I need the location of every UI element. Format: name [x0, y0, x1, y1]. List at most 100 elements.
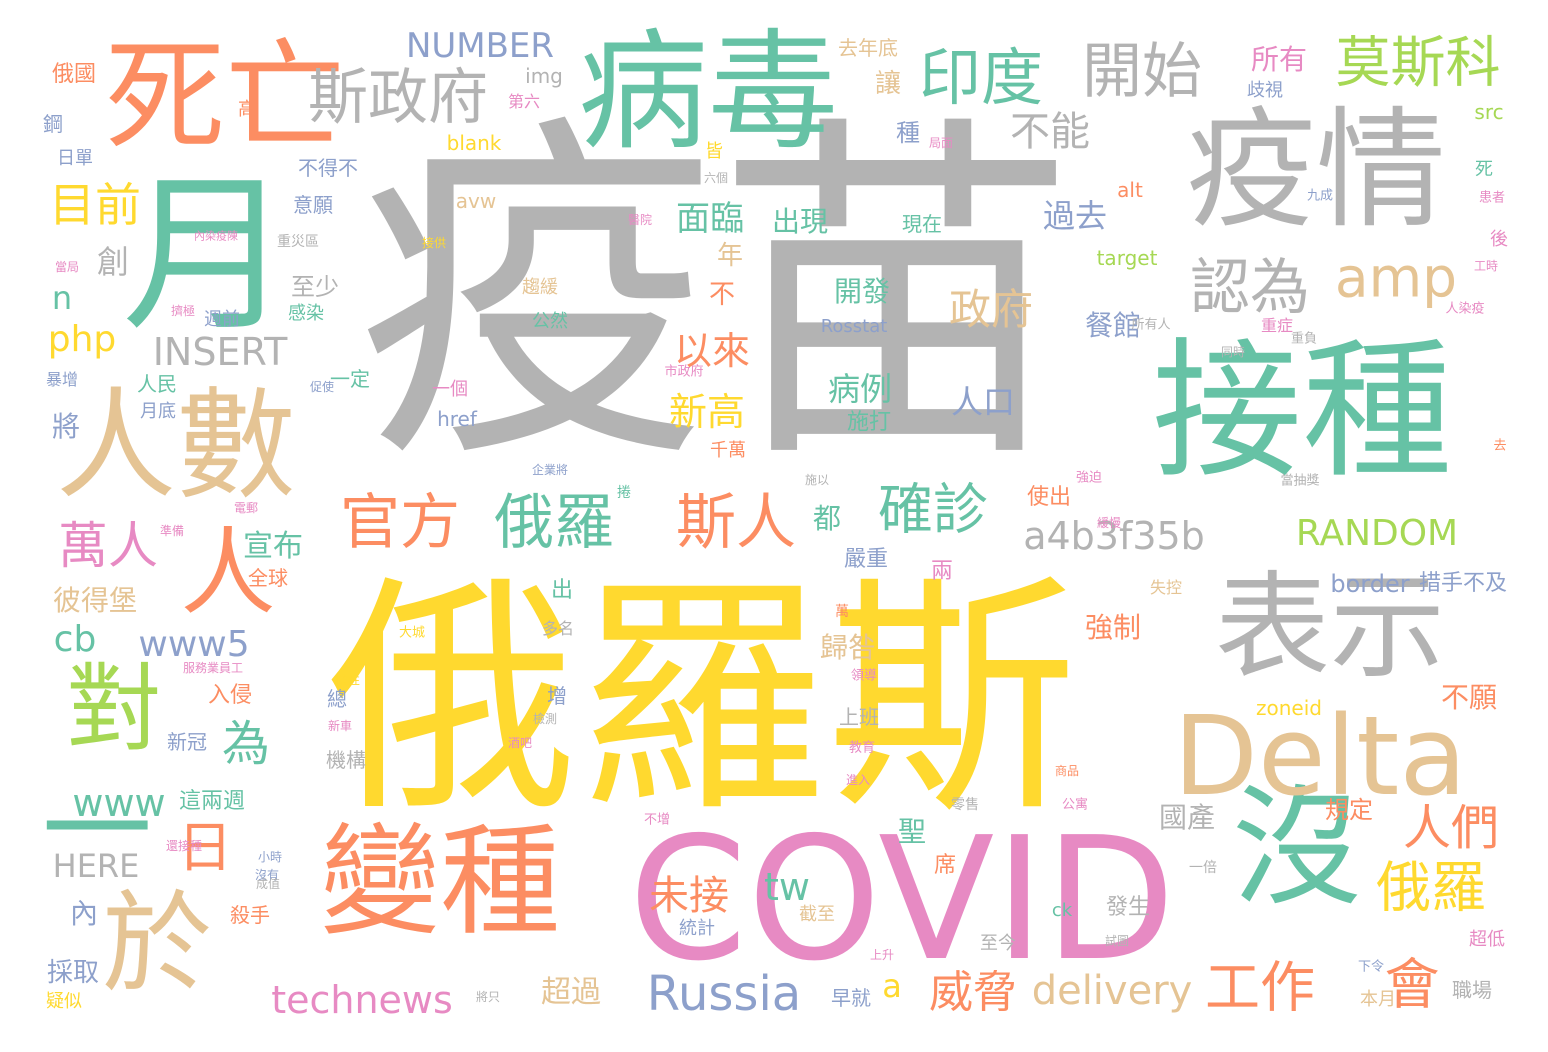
word-156: 下令	[1357, 959, 1385, 975]
word-188: 檢測	[532, 712, 558, 726]
word-68: 國產	[1158, 801, 1216, 834]
word-14: 於	[102, 880, 212, 1008]
word-8: 死亡	[105, 28, 345, 167]
word-185: 捲	[617, 485, 631, 501]
word-98: 席	[933, 853, 957, 878]
word-2: 俄羅斯	[327, 554, 1077, 845]
word-52: cb	[53, 619, 97, 660]
word-27: 確診	[877, 477, 989, 542]
word-6: 月	[121, 157, 293, 355]
word-109: 一定	[330, 367, 370, 391]
word-55: 新高	[668, 390, 746, 434]
word-65: a	[882, 967, 902, 1005]
word-166: 患者	[1478, 190, 1506, 206]
word-79: 不願	[1440, 681, 1498, 714]
word-97: 統計	[679, 918, 715, 939]
word-171: 六個	[703, 171, 729, 185]
word-15: 對	[66, 654, 162, 765]
word-75: border	[1330, 570, 1410, 598]
word-44: technews	[271, 978, 453, 1022]
word-7: 病毒	[577, 16, 839, 168]
word-126: img	[525, 64, 563, 88]
word-122: 日單	[57, 148, 93, 169]
word-158: 去	[1493, 438, 1507, 454]
word-62: 宣布	[243, 529, 303, 564]
word-189: 試圖	[1104, 934, 1130, 948]
word-90: 發生	[1105, 895, 1151, 920]
word-118: 感染	[288, 303, 324, 324]
word-193: 擠極	[170, 304, 196, 318]
word-101: 出	[550, 578, 574, 603]
word-46: NUMBER	[405, 26, 555, 66]
word-63: 創	[96, 243, 130, 281]
word-134: target	[1096, 246, 1158, 270]
word-159: 不增	[643, 812, 671, 828]
word-13: Delta	[1173, 692, 1467, 820]
word-50: php	[47, 319, 117, 360]
word-40: 為	[221, 716, 271, 772]
word-9: 人數	[56, 377, 296, 516]
word-56: 以來	[673, 329, 751, 373]
word-153: 小時	[257, 850, 283, 864]
word-121: 不得不	[298, 156, 358, 180]
word-53: 面臨	[676, 199, 744, 239]
word-32: 工作	[1204, 955, 1316, 1020]
word-31: 俄羅	[1375, 855, 1487, 920]
word-178: 準備	[159, 524, 185, 538]
word-114: 千萬	[710, 440, 746, 461]
word-1: 疫苗	[356, 87, 1076, 506]
word-131: 皆	[705, 141, 723, 162]
word-29: 日	[177, 815, 233, 880]
word-91: 超低	[1469, 929, 1505, 950]
word-28: 萬人	[58, 517, 158, 575]
word-191: 緩慢	[1096, 516, 1122, 530]
word-162: 所有人	[1131, 317, 1171, 333]
word-133: href	[437, 407, 477, 431]
word-172: 醫院	[627, 213, 653, 227]
word-187: 酒吧	[507, 736, 533, 750]
word-103: 入侵	[207, 683, 253, 708]
word-69: 強制	[1084, 611, 1142, 644]
word-135: alt	[1117, 178, 1143, 202]
word-132: Rosstat	[820, 316, 888, 337]
word-87: 使出	[1026, 485, 1072, 510]
word-80: 規定	[1325, 796, 1373, 824]
word-37: 政府	[948, 285, 1034, 334]
word-139: 後	[1490, 229, 1508, 250]
word-125: 第六	[507, 92, 541, 111]
word-48: www	[72, 781, 166, 825]
word-106: 機構	[326, 748, 366, 772]
word-12: 沒	[1231, 772, 1363, 924]
word-38: 目前	[49, 178, 141, 232]
word-36: RANDOM	[1295, 513, 1459, 554]
word-24: 官方	[340, 488, 460, 558]
word-33: 人們	[1402, 800, 1500, 856]
word-42: 威脅	[929, 967, 1017, 1018]
word-107: 總	[327, 687, 347, 711]
word-179: 服務業員工	[182, 661, 244, 675]
word-94: 早就	[831, 986, 871, 1010]
word-66: 都	[812, 502, 842, 535]
word-110: 人民	[137, 372, 177, 396]
word-96: 至今	[980, 933, 1016, 954]
word-76: 措手不及	[1418, 571, 1508, 596]
word-113: 一個	[432, 379, 468, 400]
word-58: 人口	[950, 383, 1016, 421]
word-84: 不	[708, 280, 736, 310]
word-116: 趨緩	[522, 277, 558, 298]
word-165: 工時	[1473, 259, 1499, 273]
word-60: 施打	[846, 410, 892, 435]
word-22: 認為	[1190, 253, 1310, 323]
word-173: 接供	[421, 236, 447, 250]
word-129: blank	[446, 131, 502, 155]
word-160: 強迫	[1075, 470, 1103, 486]
word-123: 鋼	[43, 112, 63, 136]
word-152: 將只	[475, 990, 501, 1004]
word-100: 全球	[248, 566, 288, 590]
word-59: 開發	[833, 275, 891, 308]
word-177: 電郵	[233, 501, 259, 515]
word-190: 成值	[255, 877, 281, 891]
word-174: 重災區	[277, 234, 319, 250]
word-70: 歸咎	[819, 631, 877, 664]
word-39: 不能	[1010, 109, 1090, 155]
